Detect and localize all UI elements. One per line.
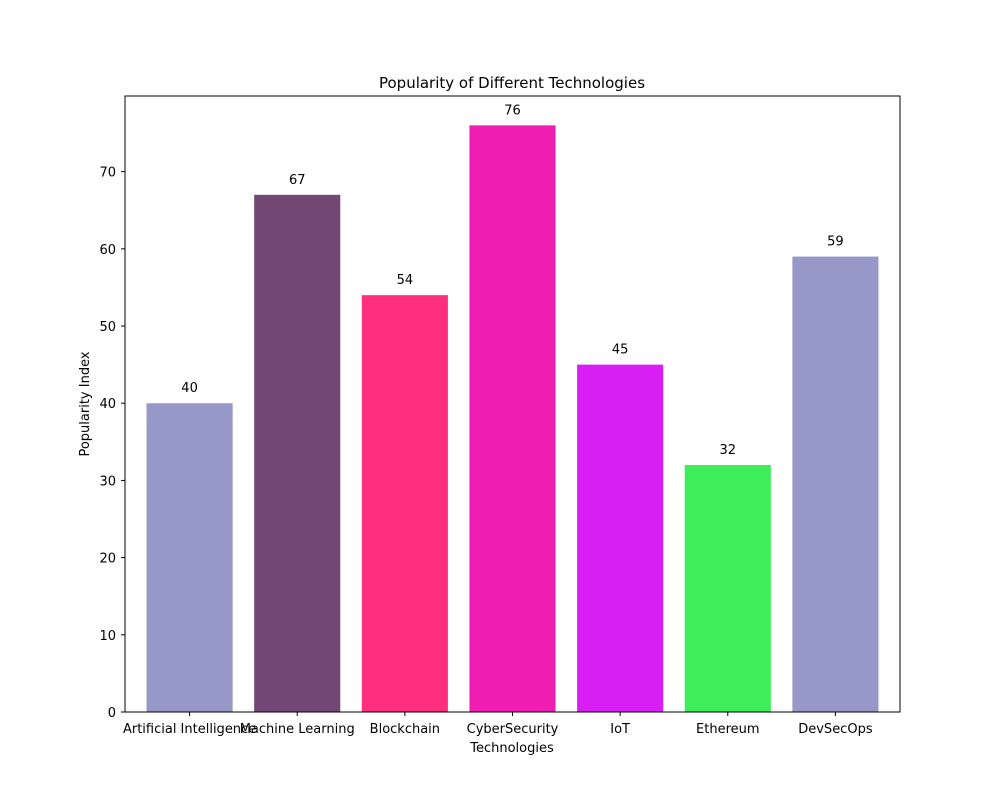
bar-value-label: 40	[181, 381, 198, 396]
bar-cybersecurity	[469, 125, 556, 713]
x-tick-label: Ethereum	[696, 722, 760, 737]
y-tick-label: 40	[99, 397, 116, 412]
bar-value-label: 45	[612, 343, 629, 358]
x-tick-label: DevSecOps	[798, 722, 873, 737]
x-tick-label: CyberSecurity	[467, 722, 559, 737]
y-tick-label: 70	[99, 166, 116, 181]
bar-value-label: 32	[720, 443, 737, 458]
bar-value-label: 54	[397, 273, 414, 288]
y-axis-label: Popularity Index	[78, 351, 93, 456]
y-tick-label: 0	[108, 706, 116, 721]
bar-machine-learning	[254, 194, 341, 713]
bar-value-label: 67	[289, 173, 306, 188]
x-tick-label: Artificial Intelligence	[123, 722, 256, 737]
chart-title: Popularity of Different Technologies	[379, 74, 645, 92]
bar-blockchain	[361, 295, 448, 712]
bars-layer	[146, 125, 879, 713]
bar-value-label: 76	[504, 103, 521, 118]
y-tick-label: 10	[99, 629, 116, 644]
y-tick-label: 20	[99, 552, 116, 567]
bar-artificial-intelligence	[146, 403, 233, 712]
bar-value-label: 59	[827, 235, 844, 250]
y-tick-label: 50	[99, 320, 116, 335]
bar-ethereum	[684, 464, 771, 712]
bar-devsecops	[792, 256, 879, 712]
y-axis-ticks: 0 10 20 30 40 50 60 70	[99, 166, 125, 721]
x-tick-label: Machine Learning	[240, 722, 355, 737]
x-tick-label: IoT	[610, 722, 630, 737]
x-axis-label: Technologies	[469, 741, 554, 756]
bar-iot	[577, 364, 664, 712]
bar-value-labels: 40 67 54 76 45 32 59	[181, 103, 843, 458]
x-tick-label: Blockchain	[370, 722, 440, 737]
y-tick-label: 60	[99, 243, 116, 258]
y-tick-label: 30	[99, 474, 116, 489]
